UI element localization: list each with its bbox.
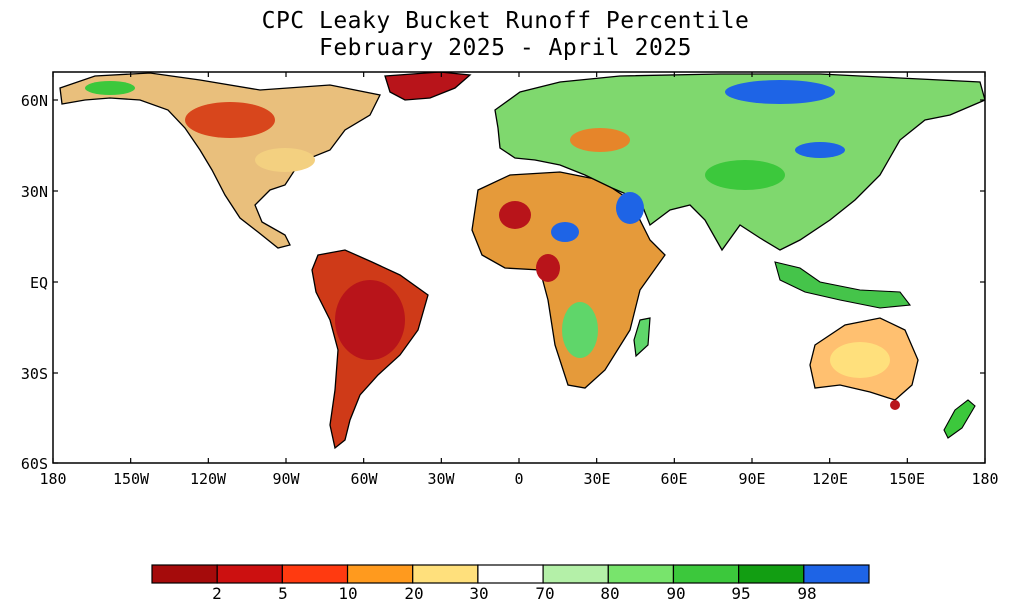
legend-label: 70 bbox=[535, 584, 555, 603]
lon-label: 90W bbox=[272, 470, 300, 488]
title-line-2: February 2025 - April 2025 bbox=[318, 35, 693, 61]
lat-label: 30N bbox=[20, 183, 48, 201]
new-zealand-landmass bbox=[943, 399, 976, 439]
legend-label: 5 bbox=[278, 584, 288, 603]
lon-label: 180 bbox=[39, 470, 67, 488]
lon-label: 120E bbox=[811, 470, 849, 488]
legend-label: 98 bbox=[797, 584, 817, 603]
legend-swatch bbox=[542, 564, 609, 584]
runoff-percentile-map bbox=[52, 71, 986, 464]
lon-label: 90E bbox=[738, 470, 766, 488]
title-line-1: CPC Leaky Bucket Runoff Percentile bbox=[261, 8, 750, 34]
legend-label: 30 bbox=[469, 584, 489, 603]
landmasses bbox=[59, 72, 985, 450]
legend-swatch bbox=[151, 564, 218, 584]
madagascar-landmass bbox=[633, 317, 651, 358]
north-america-landmass bbox=[59, 72, 381, 249]
legend-label: 20 bbox=[404, 584, 424, 603]
lat-label: 30S bbox=[20, 365, 48, 383]
lon-label: 60W bbox=[350, 470, 378, 488]
lon-label: 30E bbox=[583, 470, 611, 488]
legend-swatch bbox=[477, 564, 544, 584]
legend-swatch bbox=[738, 564, 805, 584]
percentile-patches bbox=[85, 80, 900, 410]
lon-label: 120W bbox=[189, 470, 227, 488]
legend-swatch bbox=[281, 564, 349, 584]
lon-label: 180 bbox=[971, 470, 999, 488]
legend-label: 90 bbox=[666, 584, 686, 603]
lon-label: 30W bbox=[427, 470, 455, 488]
legend-swatch bbox=[216, 564, 283, 584]
lat-label: 60S bbox=[20, 455, 48, 473]
maritime-southeast-asia-landmass bbox=[774, 261, 912, 309]
legend-label: 2 bbox=[212, 584, 222, 603]
legend-swatch bbox=[412, 564, 479, 584]
axis-ticks bbox=[52, 72, 986, 464]
lon-label: 0 bbox=[514, 470, 524, 488]
legend-label: 10 bbox=[338, 584, 358, 603]
lon-label: 60E bbox=[660, 470, 688, 488]
lon-label: 150W bbox=[112, 470, 150, 488]
legend-swatch bbox=[803, 564, 870, 584]
legend-swatch bbox=[607, 564, 675, 584]
legend-label: 80 bbox=[600, 584, 620, 603]
legend-label: 95 bbox=[731, 584, 751, 603]
legend-swatch bbox=[346, 564, 414, 584]
lat-label: 60N bbox=[20, 92, 48, 110]
lon-label: 150E bbox=[888, 470, 926, 488]
lat-label: EQ bbox=[29, 274, 48, 292]
legend-swatch bbox=[672, 564, 740, 584]
